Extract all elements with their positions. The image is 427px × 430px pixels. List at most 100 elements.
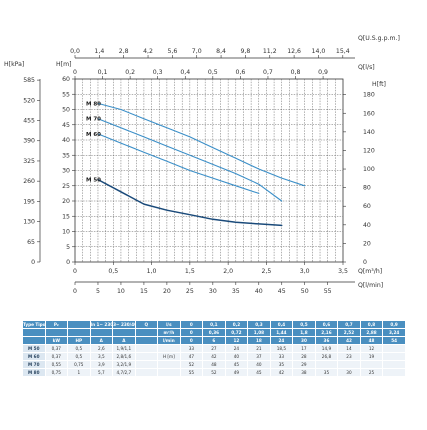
blank-cell [157,344,181,353]
header-q8: 0,8 [359,320,384,329]
h-cell [382,368,406,377]
gpm-tick-label: 9,8 [240,48,250,55]
header-a3: A [112,336,136,345]
h-cell: 26,8 [314,352,339,361]
header-cell: 30 [292,336,316,345]
h-label-cell: H [m] [157,352,181,361]
y-tick-label: 15 [62,213,70,220]
header-q7: 0,7 [337,320,361,329]
header-cell: 36 [314,336,339,345]
gpm-tick-label: 15,4 [336,48,350,55]
series-line-m70 [97,118,283,202]
ft-tick-label: 120 [363,147,375,154]
gpm-tick-label: 1,4 [94,48,104,55]
gpm-tick-label: 5,6 [167,48,177,55]
y-tick-label: 30 [62,168,70,175]
lmin-tick-label: 5 [96,288,100,295]
ft-tick-label: 20 [363,240,371,247]
ft-tick-label: 0 [363,259,367,266]
a1-cell: 2,6 [89,344,114,353]
gpm-tick-label: 12,6 [287,48,301,55]
y-tick-label: 45 [62,122,70,129]
ft-tick-label: 60 [363,203,371,210]
a3-cell: 3,2/1,9 [112,360,136,369]
header-cell: 6 [202,336,226,345]
header-q0: 0 [179,320,204,329]
header-q6: 0,6 [314,320,339,329]
blank-cell [134,344,159,353]
ls-tick-label: 0,2 [125,69,135,76]
h-cell: 42 [269,368,294,377]
lmin-tick-label: 50 [301,288,309,295]
h-cell: 14,9 [314,344,339,353]
h-cell [382,344,406,353]
table-header-row-3: kW HP A A l/min 0 6 12 18 24 30 36 42 48… [22,336,406,345]
kpa-tick-label: 195 [23,198,35,205]
ls-tick-label: 0,8 [291,69,301,76]
header-cell: 2,88 [359,328,384,337]
y-tick-label: 5 [66,244,70,251]
a1-cell: 3,9 [89,360,114,369]
h-cell: 52 [202,368,226,377]
kpa-tick-label: 65 [27,239,35,246]
h-cell: 30 [337,368,361,377]
ls-tick-label: 0,5 [208,69,218,76]
header-in3: 3~ 230/400V [112,320,136,329]
gpm-tick-label: 14,0 [312,48,326,55]
x-tick-label: 0 [73,268,77,275]
h-cell: 25 [359,368,384,377]
h-cell: 17 [292,344,316,353]
header-cell: 1,08 [247,328,271,337]
h-cell: 45 [224,360,249,369]
lmin-axis-label: Q[l/min] [358,282,383,289]
x-tick-label: 2,5 [262,268,272,275]
kpa-tick-label: 520 [23,97,35,104]
table-row: M 50 0,37 0,5 2,6 1,9/1,1 33 27 24 21 18… [22,344,406,353]
y-tick-label: 40 [62,137,70,144]
header-q3: 0,3 [247,320,271,329]
header-q: Q [134,320,159,329]
h-cell: 40 [247,360,271,369]
lmin-tick-label: 10 [117,288,125,295]
hp-cell: 0,5 [67,352,91,361]
kpa-axis-label: H[kPa] [4,61,24,68]
lmin-tick-label: 40 [255,288,263,295]
ls-tick-label: 0 [73,69,77,76]
ls-axis-label: Q[l/s] [358,64,375,71]
h-cell: 21 [247,344,271,353]
lmin-tick-label: 15 [140,288,148,295]
header-cell [67,328,91,337]
series-label: M 60 [86,132,101,138]
series-line-m60 [97,133,260,194]
header-cell: 54 [382,336,406,345]
y-tick-label: 20 [62,198,70,205]
h-cell: 35 [269,360,294,369]
header-cell [89,328,114,337]
y-tick-label: 50 [62,107,70,114]
header-a1: A [89,336,114,345]
header-cell [22,328,46,337]
h-cell: 24 [224,344,249,353]
header-cell: 12 [224,336,249,345]
header-q9: 0,9 [382,320,406,329]
h-cell: 38 [292,368,316,377]
header-kw: kW [44,336,69,345]
ft-axis-label: H[ft] [372,81,386,88]
y-tick-label: 55 [62,91,70,98]
y-tick-label: 25 [62,183,70,190]
lmin-tick-label: 0 [73,288,77,295]
h-cell [337,360,361,369]
ls-tick-label: 0,9 [318,69,328,76]
gpm-tick-label: 8,4 [216,48,226,55]
kw-cell: 0,37 [44,344,69,353]
ft-tick-label: 80 [363,185,371,192]
h-cell: 29 [292,360,316,369]
kw-cell: 0,75 [44,368,69,377]
header-cell: 24 [269,336,294,345]
kpa-tick-label: 390 [23,138,35,145]
series-label: M 70 [86,117,101,123]
x-tick-label: 2,0 [223,268,233,275]
header-cell: 18 [247,336,271,345]
blank-cell [157,360,181,369]
header-cell [134,336,159,345]
